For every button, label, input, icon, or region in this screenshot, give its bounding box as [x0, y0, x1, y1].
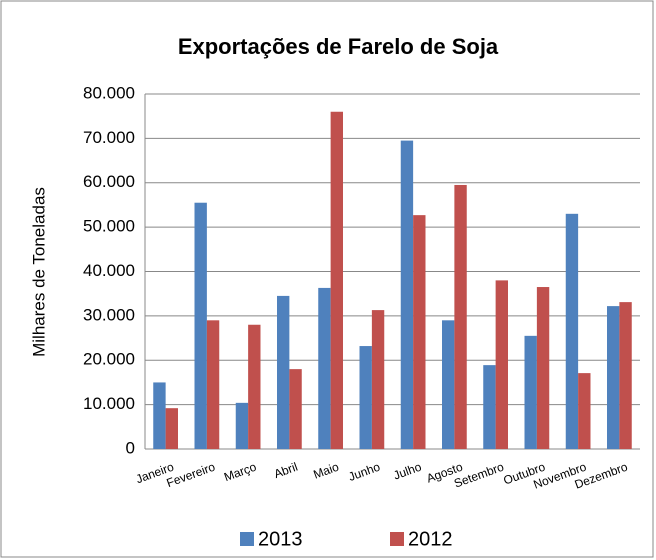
bar: [483, 365, 496, 449]
bar: [289, 369, 302, 449]
y-tick-label: 0: [126, 438, 135, 457]
bar: [413, 215, 426, 449]
chart-title: Exportações de Farelo de Soja: [178, 34, 499, 59]
bar: [619, 302, 632, 449]
bar: [495, 280, 508, 449]
bar: [400, 140, 414, 449]
y-tick-label: 30.000: [83, 305, 135, 324]
bar: [359, 346, 372, 449]
bar: [194, 202, 207, 449]
bar: [330, 111, 343, 449]
bar: [536, 287, 550, 449]
y-tick-label: 70.000: [83, 128, 135, 147]
bar: [277, 295, 290, 449]
y-axis-title: Milhares de Toneladas: [29, 187, 48, 357]
bar: [578, 373, 591, 449]
bar: [524, 335, 537, 449]
y-tick-label: 80.000: [83, 83, 135, 102]
bar: [607, 306, 620, 449]
legend-swatch: [240, 532, 254, 546]
bar: [165, 408, 178, 449]
bar: [206, 320, 220, 449]
y-tick-label: 10.000: [83, 394, 135, 413]
bar: [454, 184, 467, 449]
bar: [565, 213, 579, 449]
bar: [248, 324, 261, 449]
bar: [371, 310, 385, 449]
bar: [318, 287, 331, 449]
y-tick-label: 40.000: [83, 261, 135, 280]
bar: [235, 402, 249, 449]
bar: [442, 320, 455, 449]
legend-label: 2012: [408, 528, 453, 550]
bar: [153, 382, 166, 449]
y-tick-label: 50.000: [83, 217, 135, 236]
legend-label: 2013: [258, 528, 303, 550]
y-tick-label: 60.000: [83, 172, 135, 191]
legend-swatch: [390, 532, 404, 546]
y-tick-label: 20.000: [83, 350, 135, 369]
